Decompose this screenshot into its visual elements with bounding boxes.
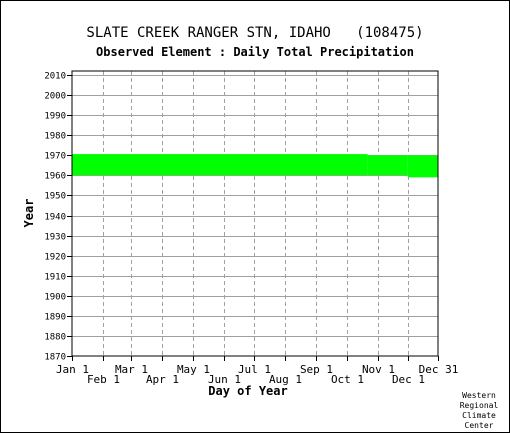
credit-line: Center <box>464 421 494 430</box>
x-tick-label: Oct 1 <box>331 373 364 386</box>
y-tick-label: 1870 <box>44 353 66 363</box>
y-tick-label: 1910 <box>44 273 66 283</box>
y-tick-label: 2000 <box>44 92 66 102</box>
chart-title: SLATE CREEK RANGER STN, IDAHO (108475) <box>86 25 424 41</box>
y-tick-label: 1980 <box>44 132 66 142</box>
data-band-segment <box>407 155 438 178</box>
x-tick-label: Nov 1 <box>362 363 395 376</box>
credit-text: Western Regional Climate Center <box>451 391 507 431</box>
chart-subtitle: Observed Element : Daily Total Precipita… <box>96 45 414 59</box>
x-axis-label: Day of Year <box>208 384 287 398</box>
credit-line: Climate <box>462 411 496 420</box>
x-tick-label: Dec 31 <box>419 363 459 376</box>
y-tick-label: 1930 <box>44 233 66 243</box>
credit-line: Western <box>462 391 496 400</box>
y-tick-label: 1890 <box>44 313 66 323</box>
y-tick-label: 1960 <box>44 172 66 182</box>
y-tick-label: 1920 <box>44 253 66 263</box>
x-tick-label: Dec 1 <box>392 373 425 386</box>
credit-line: Regional <box>459 401 499 410</box>
y-tick-label: 1990 <box>44 112 66 122</box>
y-axis-label: Year <box>22 199 36 228</box>
y-tick-label: 1950 <box>44 192 66 202</box>
x-tick-label: Apr 1 <box>146 373 179 386</box>
x-tick-label: Jul 1 <box>238 363 271 376</box>
x-tick-label: Jun 1 <box>208 373 241 386</box>
x-tick-label: Sep 1 <box>300 363 333 376</box>
x-tick-label: Feb 1 <box>87 373 120 386</box>
y-tick-label: 1970 <box>44 152 66 162</box>
y-tick-label: 1940 <box>44 213 66 223</box>
x-tick-label: Aug 1 <box>269 373 302 386</box>
y-tick-label: 1880 <box>44 333 66 343</box>
y-tick-label: 1900 <box>44 293 66 303</box>
x-tick-label: Jan 1 <box>56 363 89 376</box>
data-band-segment <box>367 155 408 176</box>
data-band-segment <box>72 154 368 176</box>
y-tick-label: 2010 <box>44 72 66 82</box>
x-tick-label: Mar 1 <box>115 363 148 376</box>
x-tick-label: May 1 <box>177 363 210 376</box>
